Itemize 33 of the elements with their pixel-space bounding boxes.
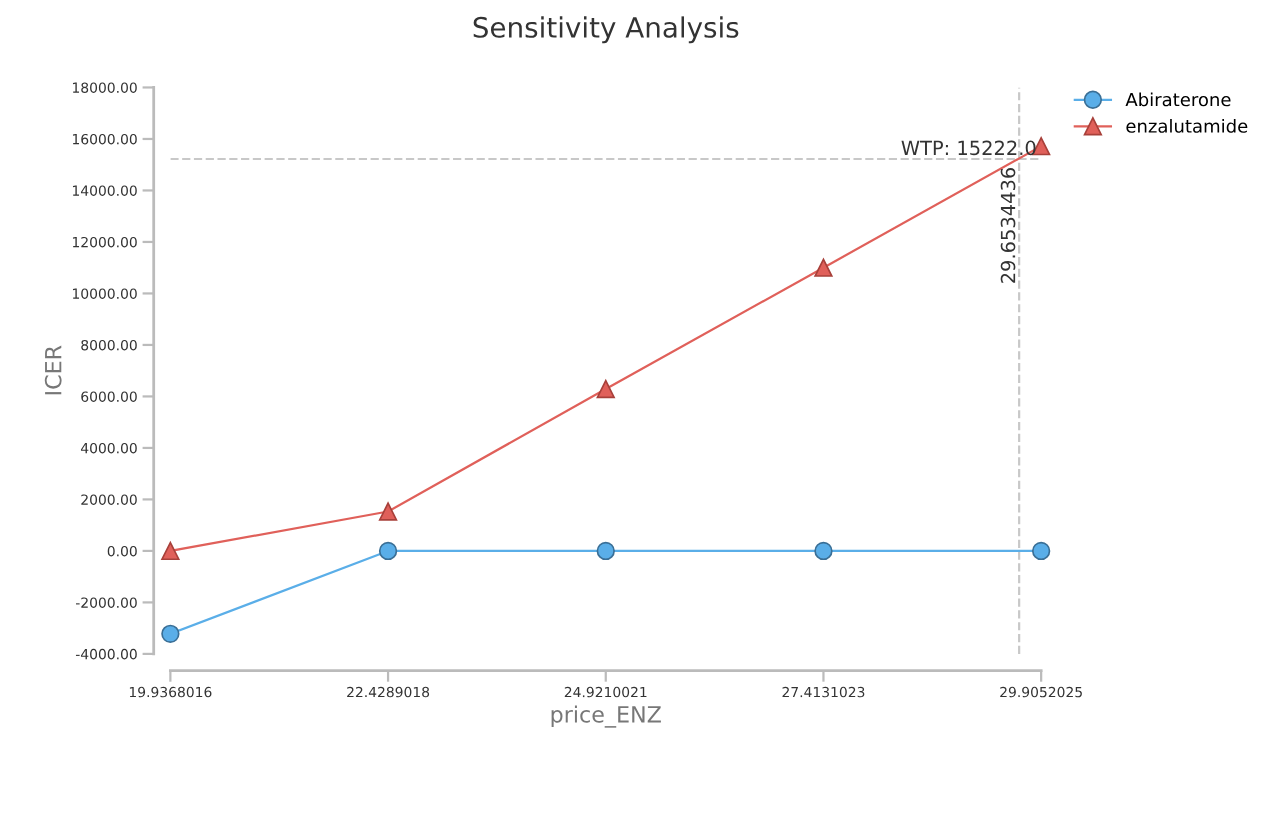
y-tick-label: 14000.00 (72, 185, 137, 196)
legend-label: enzalutamide (1126, 118, 1248, 133)
x-axis-title: price_ENZ (551, 705, 661, 728)
y-tick-label: -2000.00 (75, 597, 137, 608)
point (814, 258, 833, 277)
ref-line-label: WTP: 15222.0 (901, 140, 1036, 156)
x-tick-label: 29.9052025 (1000, 686, 1082, 698)
point (596, 379, 615, 399)
x-tick-label: 24.9210021 (564, 686, 647, 698)
point (1031, 541, 1051, 561)
y-tick-label: 10000.00 (72, 288, 137, 299)
x-tick-label: 22.4289018 (347, 686, 430, 698)
y-tick-label: 18000.00 (72, 82, 137, 93)
ref-line-label: 29.6534436 (1000, 167, 1016, 283)
point (161, 541, 180, 561)
y-tick-label: 12000.00 (72, 236, 137, 248)
y-axis-title: ICER (44, 345, 62, 395)
chart-title: Sensitivity Analysis (473, 16, 739, 44)
y-tick-label: 6000.00 (81, 391, 137, 402)
x-tick-label: 27.4131023 (782, 686, 865, 698)
x-tick-label: 19.9368016 (129, 686, 212, 698)
y-tick-label: 4000.00 (80, 442, 137, 454)
point (161, 624, 180, 643)
y-tick-label: 8000.00 (81, 339, 137, 351)
y-tick-label: 16000.00 (72, 133, 137, 145)
point (378, 541, 398, 561)
y-tick-label: -4000.00 (75, 648, 137, 660)
y-tick-label: 0.00 (107, 545, 137, 557)
point (814, 541, 833, 561)
y-tick-label: 2000.00 (81, 494, 137, 505)
point (378, 502, 398, 521)
point (596, 541, 615, 561)
legend-label: Abiraterone (1125, 92, 1231, 107)
